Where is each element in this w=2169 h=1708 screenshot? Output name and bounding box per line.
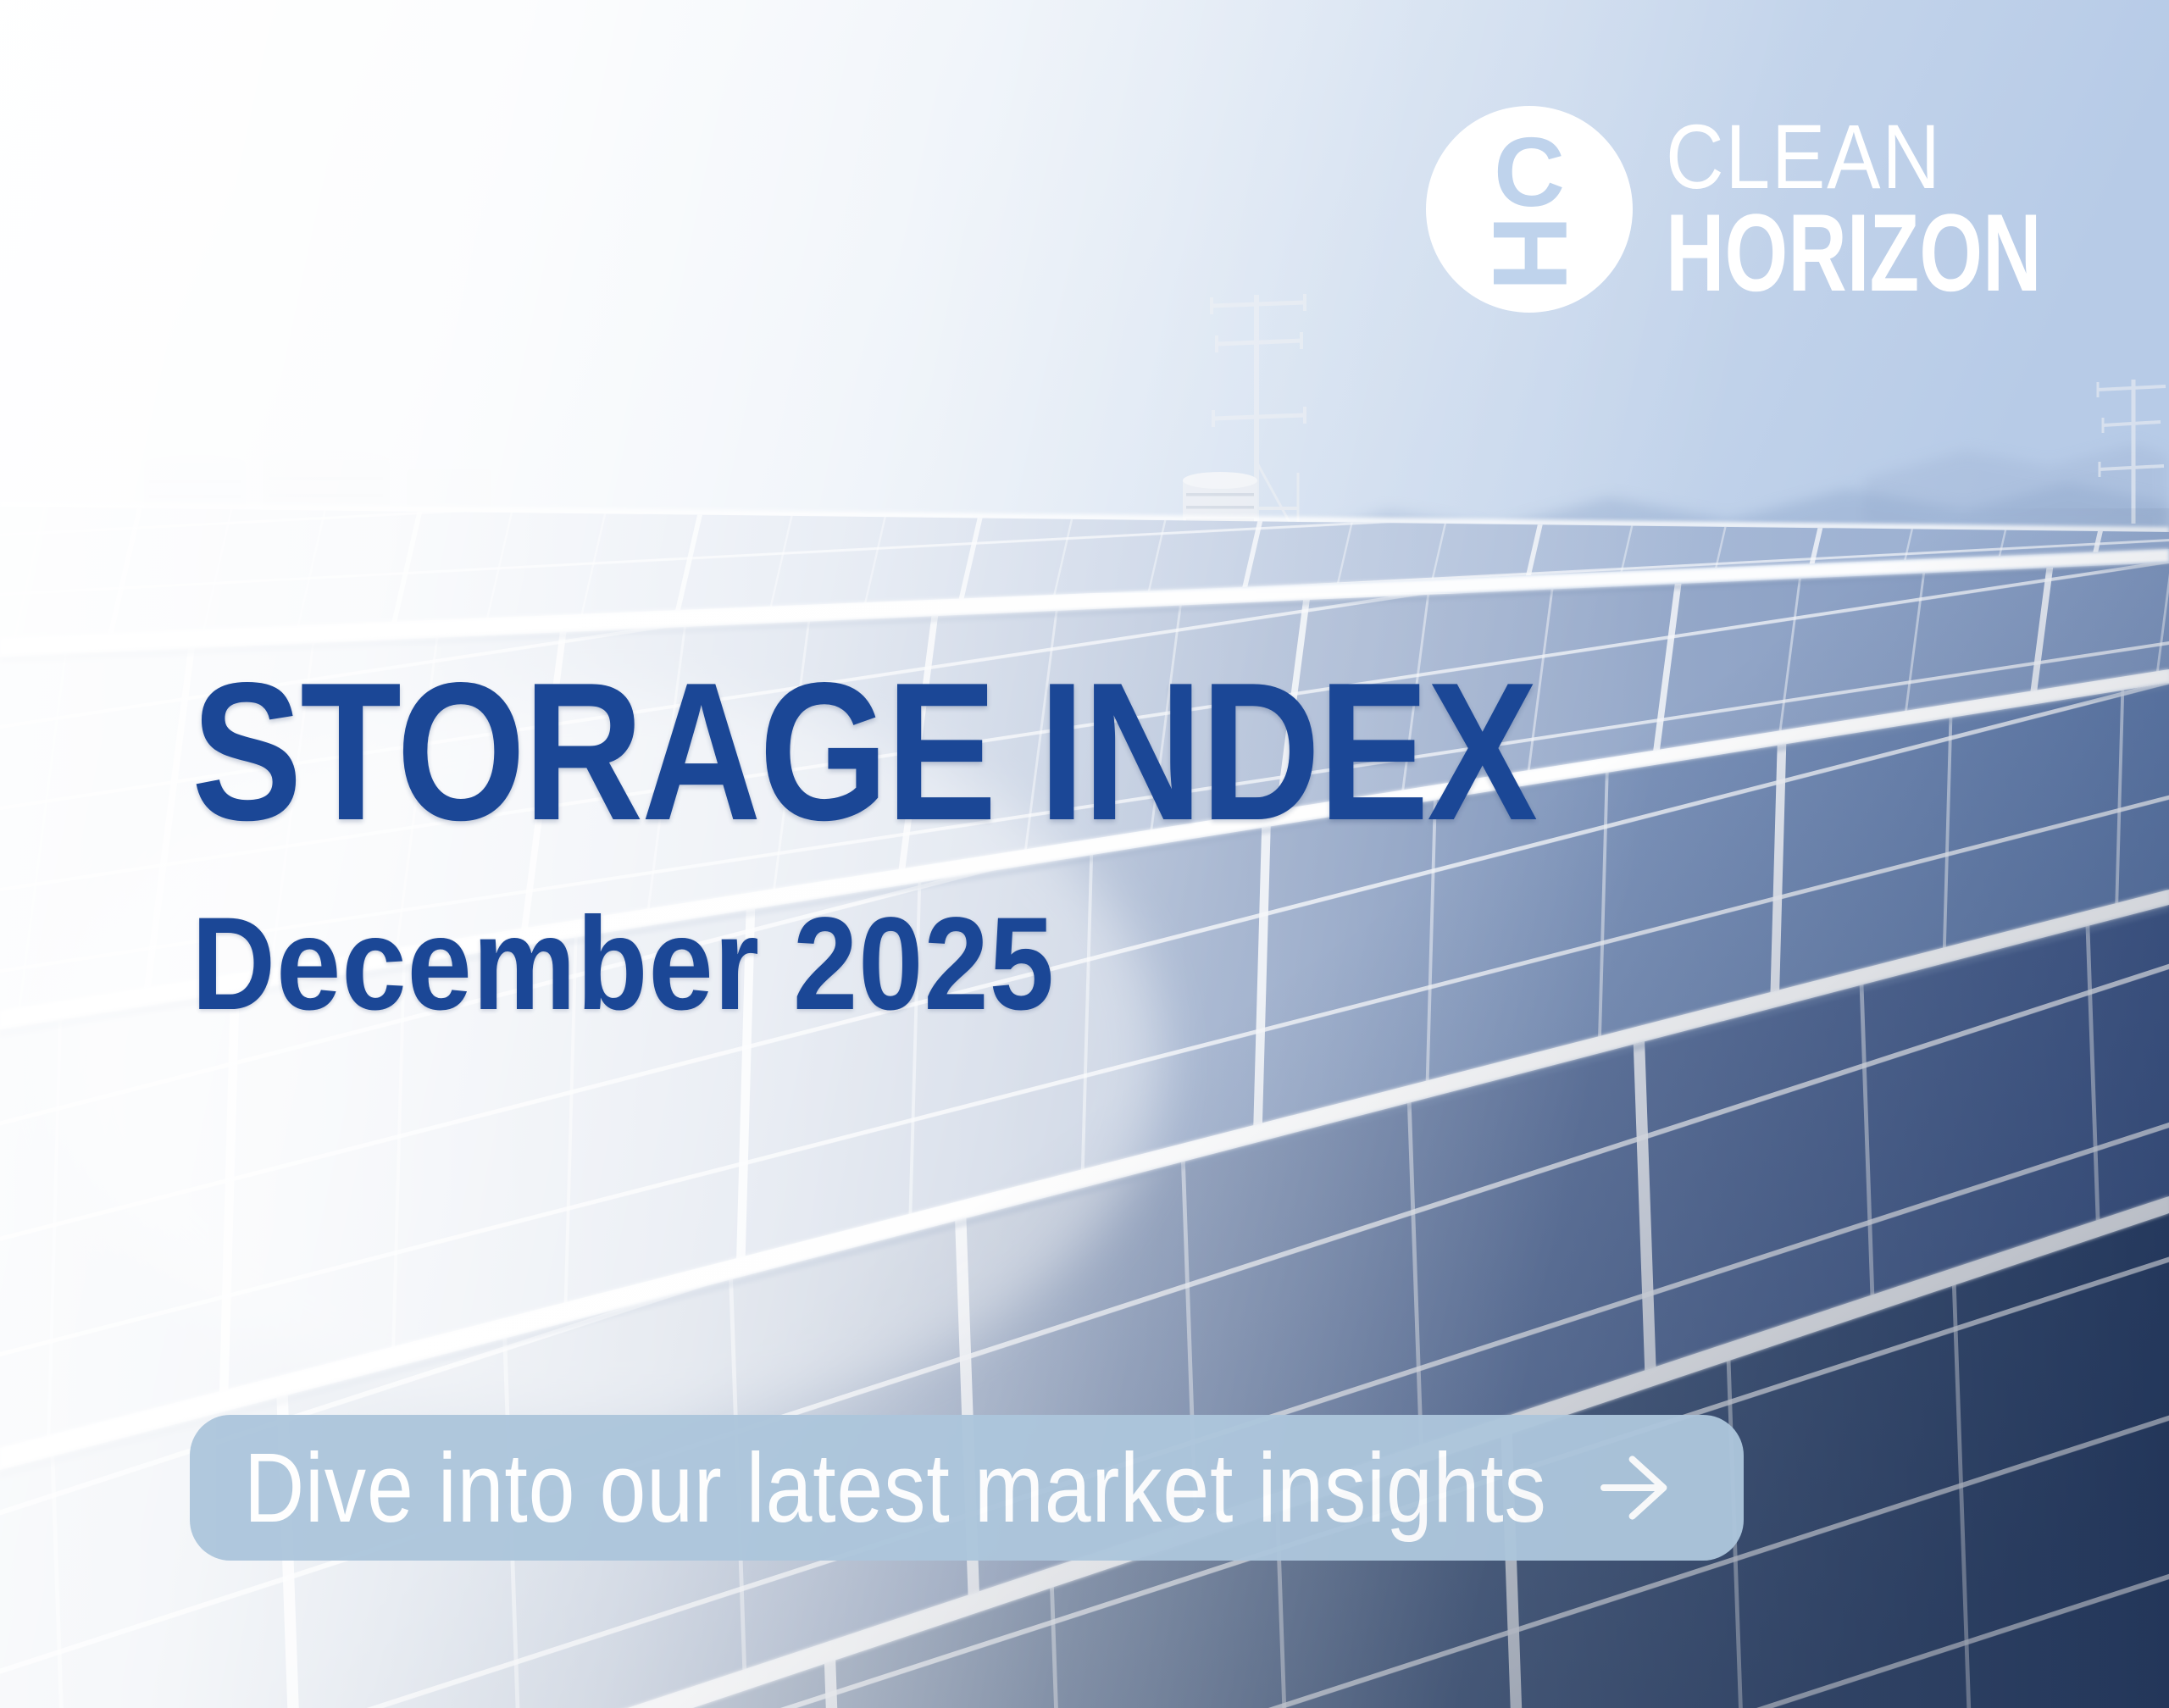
logo-monogram-c: C <box>1494 117 1565 227</box>
clean-horizon-logo-icon: C H <box>1426 106 1633 313</box>
page-title: STORAGE INDEX <box>191 642 1538 862</box>
brand-wordmark: CLEAN HORIZON <box>1666 111 2169 308</box>
brand-name-horizon: HORIZON <box>1666 191 2042 314</box>
cta-button[interactable]: Dive into our latest market insights <box>190 1415 1744 1561</box>
page-subtitle: December 2025 <box>191 890 1055 1038</box>
logo-monogram-h: H <box>1471 215 1588 291</box>
cta-label: Dive into our latest market insights <box>244 1433 1547 1543</box>
brand-name-clean: CLEAN <box>1666 105 1942 208</box>
arrow-right-icon <box>1597 1447 1678 1528</box>
